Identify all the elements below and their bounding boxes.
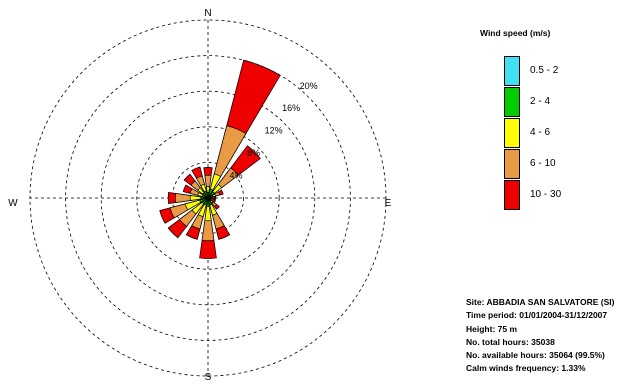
ring-label: 8% [247,148,260,158]
legend-swatch [504,180,520,210]
legend-swatch [504,118,520,148]
height: Height: 75 m [466,323,518,334]
legend-label: 2 - 4 [530,96,551,107]
ring-label: 16% [282,103,300,113]
legend-label: 6 - 10 [530,158,556,169]
ring-label: 12% [265,126,283,136]
legend-label: 10 - 30 [530,189,562,200]
calm-frequency: Calm winds frequency: 1.33% [466,363,586,374]
legend-swatch [504,56,520,86]
legend-label: 4 - 6 [530,127,551,138]
wind-rose-petals [159,59,281,259]
grid-ring [136,126,280,270]
petal-w-bin-2 [189,195,209,201]
available-hours: No. available hours: 35064 (99.5%) [466,350,605,361]
ring-label: 4% [230,171,243,181]
ring-labels: 4% 8% 12% 16% 20% [230,81,318,181]
wind-rose-grid [29,19,387,377]
compass-label-w: W [8,198,18,209]
petal-n-bin-1 [206,191,210,199]
legend-item: 0.5 - 2 [504,56,604,86]
legend-label: 0.5 - 2 [530,65,559,76]
legend-item: 4 - 6 [504,118,604,148]
legend-item: 2 - 4 [504,87,604,117]
petal-s-bin-1 [206,197,210,207]
petal-w-bin-1 [200,196,209,200]
legend-title: Wind speed (m/s) [480,28,551,38]
total-hours: No. total hours: 35038 [466,336,555,347]
time-period: Time period: 01/01/2004-31/12/2007 [466,310,608,321]
petal-s-bin-2 [204,197,212,222]
legend-swatch [504,87,520,117]
calm-center [205,195,211,201]
compass-label-e: E [385,198,392,209]
site-info: Site: ABBADIA SAN SALVATORE (SI) Time pe… [466,296,614,376]
grid-ring [100,90,316,306]
compass-label-n: N [204,8,211,19]
compass-label-s: S [205,372,212,383]
legend-item: 6 - 10 [504,149,604,179]
site-name: Site: ABBADIA SAN SALVATORE (SI) [466,297,615,307]
wind-rose-chart: N E S W 4% 8% 12% 16% 20% [8,8,392,383]
legend-item: 10 - 30 [504,180,604,210]
legend-swatch [504,149,520,179]
ring-label: 20% [300,81,318,91]
